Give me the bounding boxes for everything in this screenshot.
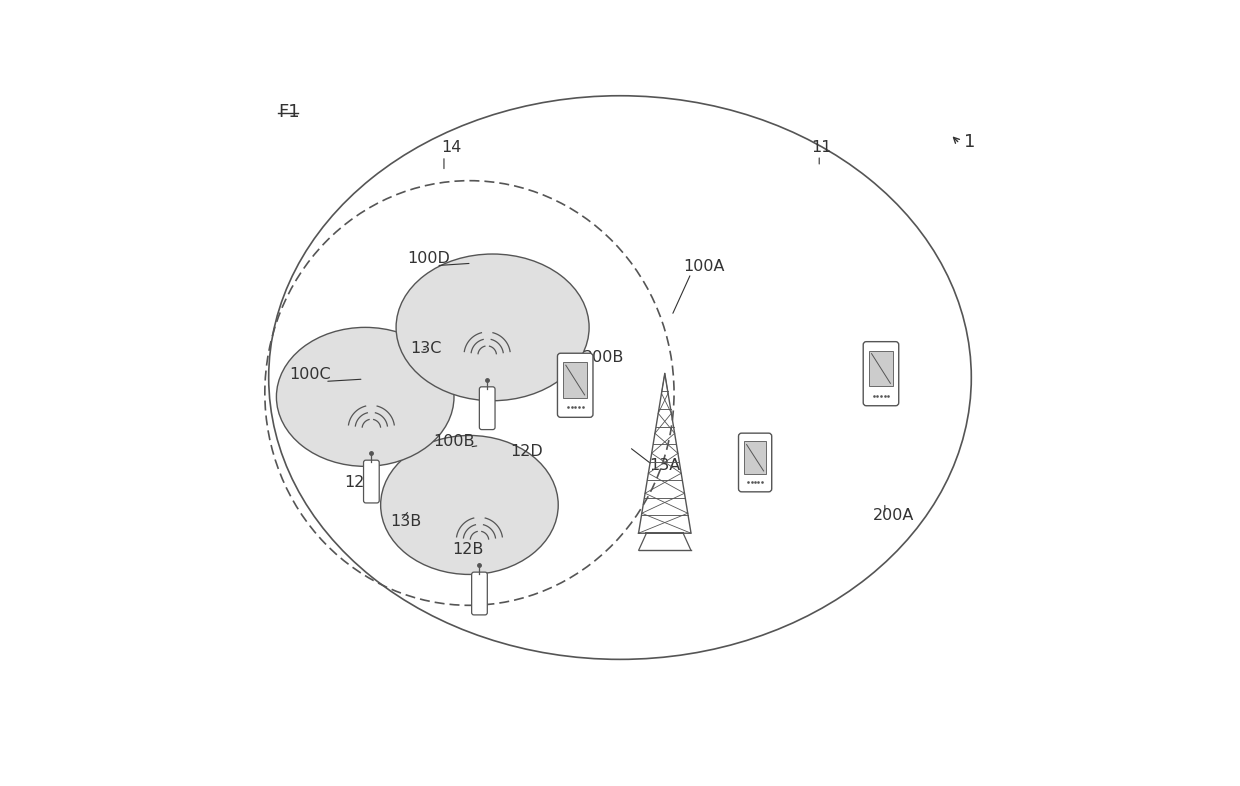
- FancyBboxPatch shape: [739, 433, 771, 492]
- Text: 200A: 200A: [873, 509, 915, 523]
- Text: 13B: 13B: [391, 514, 422, 529]
- FancyBboxPatch shape: [480, 387, 495, 430]
- Text: 14: 14: [441, 140, 461, 155]
- Text: 100A: 100A: [683, 259, 725, 274]
- Ellipse shape: [396, 254, 589, 401]
- Text: 13A: 13A: [650, 458, 681, 473]
- Bar: [869, 351, 893, 387]
- Text: 12B: 12B: [453, 542, 484, 556]
- Text: 12C: 12C: [345, 476, 376, 490]
- FancyBboxPatch shape: [363, 460, 379, 503]
- Bar: [744, 442, 766, 474]
- FancyBboxPatch shape: [558, 353, 593, 417]
- Bar: [563, 362, 587, 398]
- Text: 11: 11: [811, 140, 832, 155]
- Text: 200B: 200B: [583, 350, 624, 365]
- Ellipse shape: [381, 435, 558, 575]
- Text: 13C: 13C: [410, 341, 441, 356]
- Text: 100C: 100C: [289, 367, 331, 382]
- Text: 100D: 100D: [408, 252, 450, 266]
- Text: F1: F1: [278, 104, 300, 122]
- FancyBboxPatch shape: [471, 572, 487, 615]
- FancyBboxPatch shape: [863, 342, 899, 406]
- Text: 1: 1: [963, 134, 975, 152]
- Text: 100B: 100B: [433, 434, 475, 449]
- Ellipse shape: [277, 328, 454, 466]
- Text: 12D: 12D: [511, 444, 543, 459]
